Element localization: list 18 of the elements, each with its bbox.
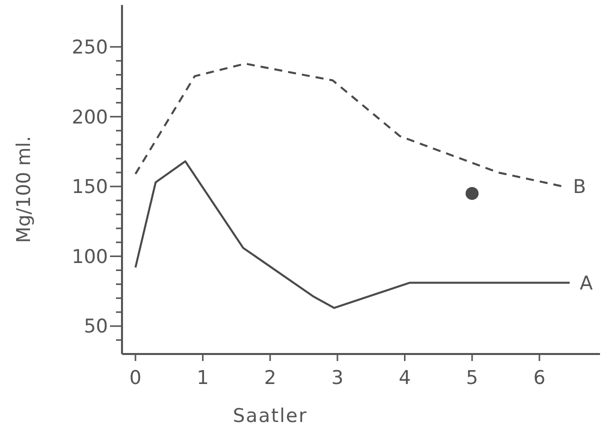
line-series xyxy=(134,160,571,309)
x-tick-label: 2 xyxy=(264,367,276,389)
x-tick-label: 3 xyxy=(331,367,344,389)
x-tick-label: 1 xyxy=(196,367,209,389)
x-axis-title: Saatler xyxy=(232,405,308,427)
y-axis-title: Mg/100 ml. xyxy=(13,136,35,243)
series-label: A xyxy=(580,272,593,294)
line-series xyxy=(134,62,564,188)
series-label: B xyxy=(572,176,586,198)
y-tick-label: 50 xyxy=(84,316,108,338)
x-tick-label: 0 xyxy=(129,367,142,389)
y-tick-label: 250 xyxy=(72,36,108,59)
y-tick-label: 200 xyxy=(72,106,108,128)
x-tick-label: 4 xyxy=(398,367,411,389)
x-tick-label: 6 xyxy=(533,367,546,389)
y-tick-label: 100 xyxy=(72,246,108,268)
y-tick-label: 150 xyxy=(72,176,108,198)
x-tick-label: 5 xyxy=(466,367,478,389)
